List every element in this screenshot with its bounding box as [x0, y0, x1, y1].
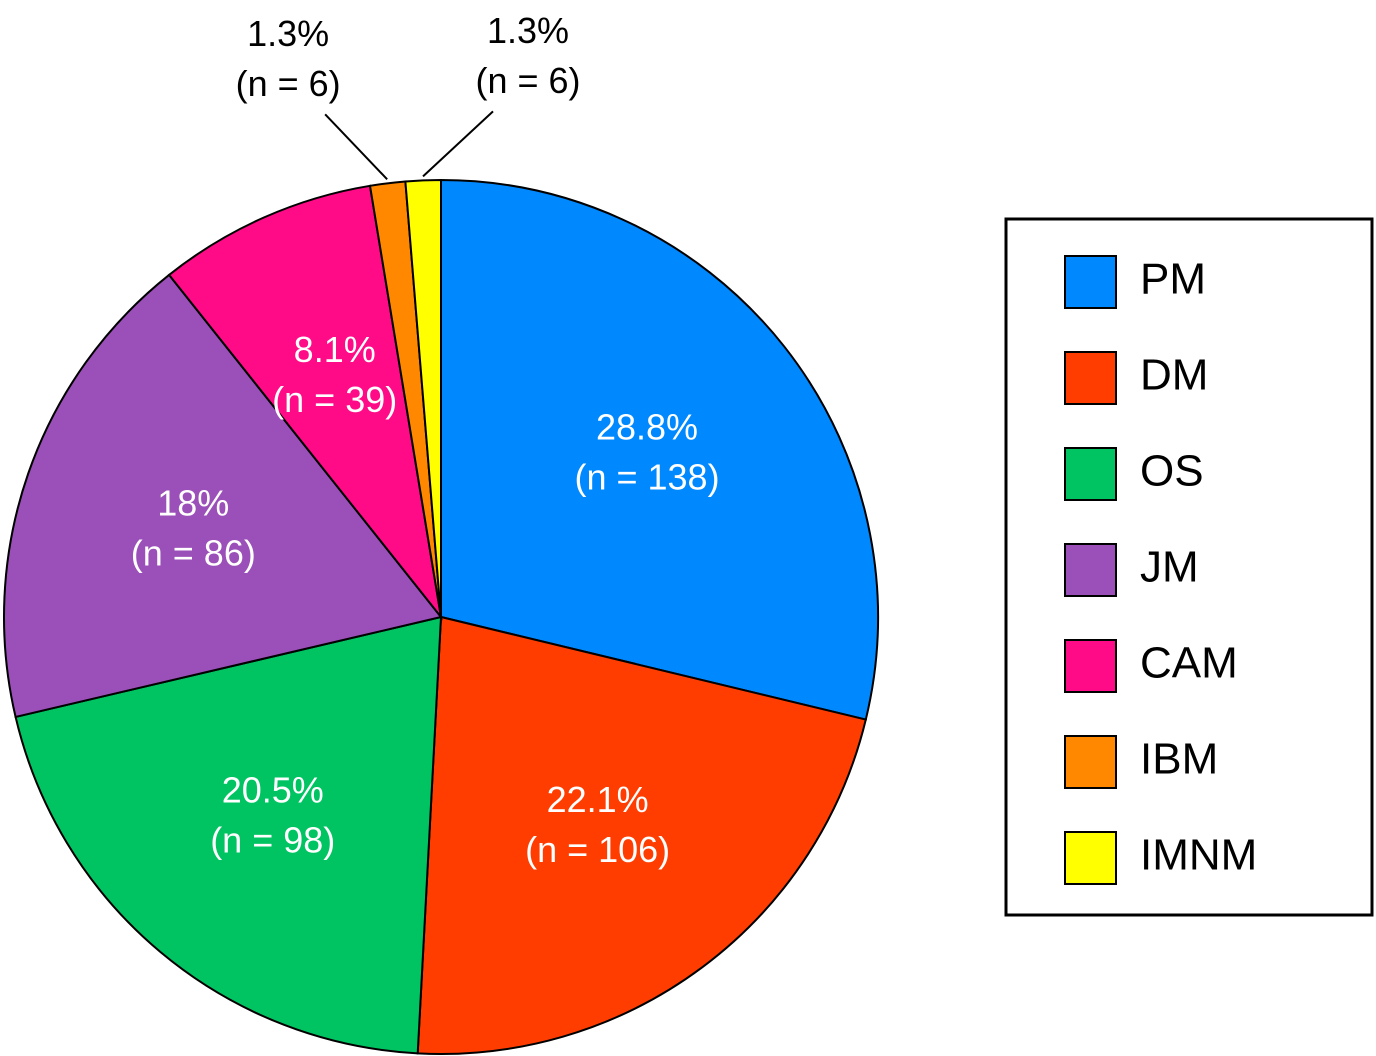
slice-count-label: (n = 6): [475, 60, 580, 101]
legend-swatch: [1064, 735, 1117, 789]
legend-swatch: [1064, 447, 1117, 501]
slice-count-label: (n = 6): [236, 63, 341, 104]
slice-label: 22.1%: [547, 779, 649, 820]
leader-line: [324, 113, 388, 180]
slice-label: 28.8%: [596, 406, 698, 447]
pie-slice: [3, 273, 443, 719]
legend-swatch: [1064, 543, 1117, 597]
pie-slice: [404, 178, 442, 618]
slice-label: 1.3%: [487, 10, 569, 51]
legend-label: IBM: [1140, 735, 1218, 784]
legend-label: DM: [1140, 351, 1208, 400]
legend-label: JM: [1140, 543, 1199, 592]
leader-line: [422, 110, 494, 178]
pie-slice: [167, 184, 443, 621]
legend-label: CAM: [1140, 639, 1238, 688]
slice-label: 20.5%: [222, 770, 324, 811]
slice-label: 18%: [157, 482, 229, 523]
pie-slice: [416, 615, 867, 1055]
legend-label: OS: [1140, 447, 1204, 496]
slice-count-label: (n = 86): [131, 532, 256, 573]
slice-label: 8.1%: [294, 329, 376, 370]
legend-swatch: [1064, 351, 1117, 405]
pie-slice: [14, 615, 443, 1055]
legend-swatch: [1064, 831, 1117, 885]
slice-count-label: (n = 138): [574, 456, 719, 497]
slice-count-label: (n = 39): [272, 379, 397, 420]
legend-label: PM: [1140, 255, 1206, 304]
legend-swatch: [1064, 255, 1117, 309]
pie-slice: [440, 178, 879, 721]
legend-swatch: [1064, 639, 1117, 693]
slice-count-label: (n = 98): [210, 820, 335, 861]
slice-count-label: (n = 106): [525, 829, 670, 870]
legend-label: IMNM: [1140, 831, 1257, 880]
slice-label: 1.3%: [247, 13, 329, 54]
